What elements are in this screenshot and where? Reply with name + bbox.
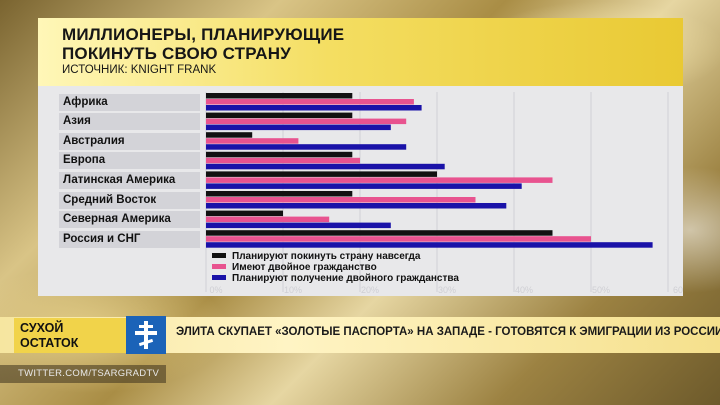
tick-label: 40% bbox=[514, 285, 534, 295]
category-label: Северная Америка bbox=[59, 211, 200, 229]
bar bbox=[206, 236, 591, 242]
bar bbox=[206, 93, 353, 99]
tick-label: 30% bbox=[437, 285, 457, 295]
bar bbox=[206, 138, 299, 144]
bar bbox=[206, 210, 283, 217]
social-handle: TWITTER.COM/TSARGRADTV bbox=[18, 368, 160, 379]
bar bbox=[206, 144, 407, 150]
bar bbox=[206, 191, 353, 197]
tick-label: 50% bbox=[591, 285, 611, 295]
legend-item: Планируют покинуть страну навсегда bbox=[212, 251, 420, 262]
bar bbox=[206, 118, 407, 125]
chart-title-panel bbox=[38, 18, 683, 86]
legend-label: Планируют покинуть страну навсегда bbox=[232, 251, 421, 262]
bar bbox=[206, 151, 353, 158]
bar bbox=[206, 105, 422, 111]
tick-label: 20% bbox=[360, 285, 380, 295]
legend-item: Планируют получение двойного гражданства bbox=[212, 273, 459, 284]
legend-label: Планируют получение двойного гражданства bbox=[232, 273, 459, 284]
chart-title-line-2: ПОКИНУТЬ СВОЮ СТРАНУ bbox=[62, 44, 292, 63]
bar bbox=[206, 124, 391, 131]
social-handle-bar bbox=[0, 365, 166, 383]
tick-label: 60 bbox=[672, 285, 684, 295]
bar bbox=[206, 171, 437, 177]
legend-swatch bbox=[212, 263, 226, 269]
tick-label: 10% bbox=[283, 285, 303, 295]
bar bbox=[206, 203, 507, 209]
category-label: Россия и СНГ bbox=[59, 230, 200, 248]
legend-swatch bbox=[212, 252, 226, 258]
legend-item: Имеют двойное гражданство bbox=[212, 262, 377, 273]
bar bbox=[206, 242, 653, 248]
category-label: Азия bbox=[59, 113, 200, 131]
chart-source: ИСТОЧНИК: KNIGHT FRANK bbox=[62, 64, 217, 76]
bar bbox=[206, 112, 353, 119]
legend-swatch bbox=[212, 274, 226, 280]
chart-title-line-1: МИЛЛИОНЕРЫ, ПЛАНИРУЮЩИЕ bbox=[62, 25, 345, 44]
brand-line-1: СУХОЙ bbox=[20, 321, 64, 335]
bar bbox=[206, 157, 360, 164]
legend-label: Имеют двойное гражданство bbox=[232, 262, 377, 273]
bar bbox=[206, 99, 414, 105]
category-label: Латинская Америка bbox=[59, 171, 200, 189]
tick-label: 0% bbox=[209, 285, 223, 295]
category-label: Африка bbox=[59, 93, 200, 111]
category-label: Австралия bbox=[59, 132, 200, 150]
bar bbox=[206, 222, 391, 229]
bar bbox=[206, 216, 330, 223]
category-label: Средний Восток bbox=[59, 191, 200, 209]
brand-line-2: ОСТАТОК bbox=[20, 336, 79, 350]
bar bbox=[206, 197, 476, 203]
bar bbox=[206, 132, 253, 138]
bar bbox=[206, 230, 553, 236]
bar bbox=[206, 183, 522, 189]
orthodox-cross-icon bbox=[126, 316, 166, 354]
program-brand: СУХОЙ ОСТАТОК bbox=[14, 318, 126, 353]
category-label: Европа bbox=[59, 152, 200, 170]
bar bbox=[206, 177, 553, 183]
ticker-headline: ЭЛИТА СКУПАЕТ «ЗОЛОТЫЕ ПАСПОРТА» НА ЗАПА… bbox=[176, 326, 720, 338]
bar bbox=[206, 163, 445, 170]
